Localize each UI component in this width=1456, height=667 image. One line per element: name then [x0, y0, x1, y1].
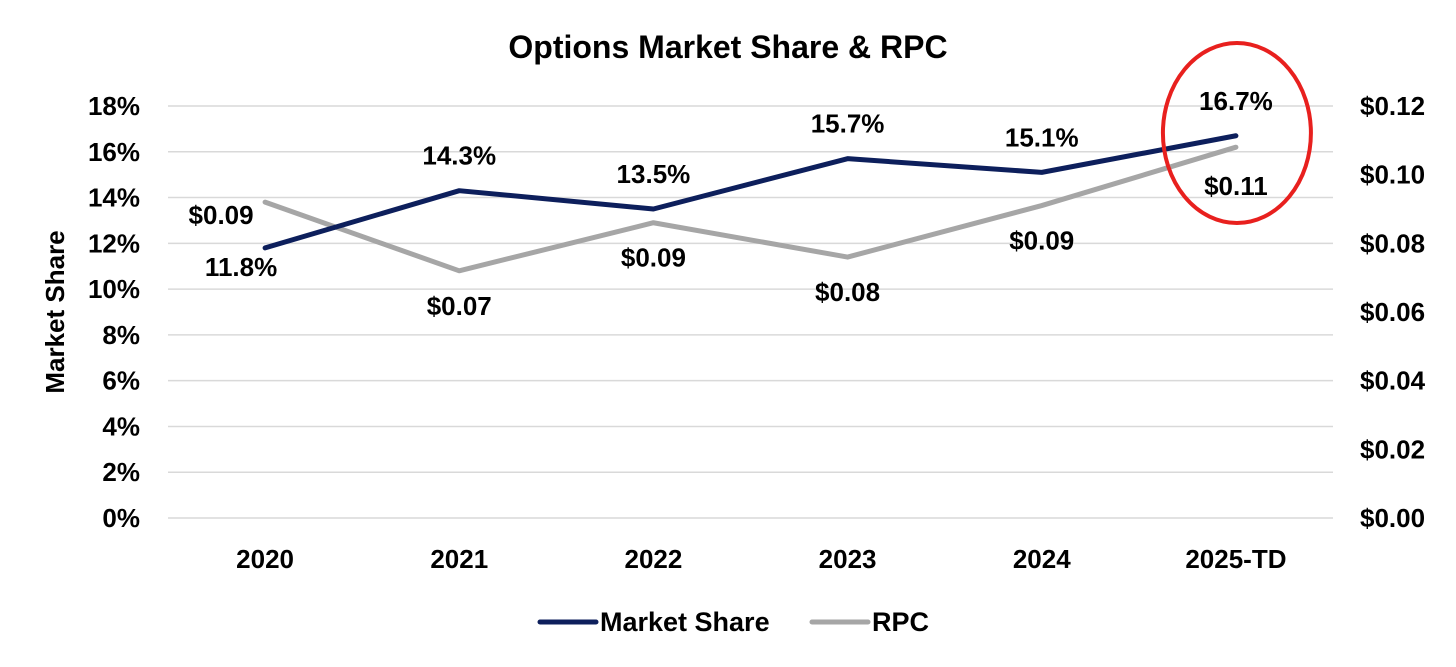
right-tick-label: $0.00 [1360, 503, 1425, 533]
x-tick-label: 2024 [1013, 544, 1071, 574]
data-label-rpc: $0.11 [1204, 171, 1268, 201]
highlight-layer [1160, 41, 1313, 225]
left-axis-ticks: 0% 2% 4% 6% 8% 10% 12% 14% 16% 18% [88, 91, 140, 533]
left-tick-label: 18% [88, 91, 140, 121]
right-tick-label: $0.08 [1360, 228, 1425, 258]
data-label-rpc: $0.09 [1009, 226, 1074, 256]
data-label-rpc: $0.08 [815, 277, 880, 307]
data-label-market-share: 14.3% [422, 141, 496, 171]
left-tick-label: 4% [102, 411, 140, 441]
left-tick-label: 16% [88, 137, 140, 167]
y-axis-label: Market Share [40, 230, 70, 393]
data-label-market-share: 15.7% [811, 109, 885, 139]
chart-title: Options Market Share & RPC [508, 29, 947, 65]
x-axis-ticks: 2020 2021 2022 2023 2024 2025-TD [236, 544, 1286, 574]
data-label-market-share: 13.5% [617, 159, 691, 189]
right-tick-label: $0.10 [1360, 160, 1425, 190]
left-tick-label: 2% [102, 457, 140, 487]
highlight-ellipse [1160, 41, 1313, 225]
x-tick-label: 2022 [624, 544, 682, 574]
x-tick-label: 2020 [236, 544, 294, 574]
right-tick-label: $0.12 [1360, 91, 1425, 121]
data-label-rpc: $0.09 [189, 200, 254, 230]
data-label-market-share: 16.7% [1199, 86, 1273, 116]
series-line-market-share [262, 133, 1239, 251]
left-tick-label: 0% [102, 503, 140, 533]
data-label-market-share: 15.1% [1005, 122, 1079, 152]
series-line-rpc [262, 144, 1239, 274]
left-tick-label: 8% [102, 320, 140, 350]
right-tick-label: $0.06 [1360, 297, 1425, 327]
right-tick-label: $0.04 [1360, 366, 1426, 396]
right-tick-label: $0.02 [1360, 434, 1425, 464]
series-layer [262, 133, 1239, 274]
data-label-rpc: $0.09 [621, 243, 686, 273]
x-tick-label: 2025-TD [1185, 544, 1286, 574]
x-tick-label: 2023 [819, 544, 877, 574]
left-tick-label: 6% [102, 366, 140, 396]
legend: Market Share RPC [537, 607, 929, 637]
left-tick-label: 14% [88, 183, 140, 213]
legend-label-market-share: Market Share [600, 607, 770, 637]
data-label-rpc: $0.07 [427, 291, 492, 321]
x-tick-label: 2021 [430, 544, 488, 574]
data-label-market-share: 11.8% [205, 252, 277, 282]
gridlines [168, 105, 1333, 519]
left-tick-label: 12% [88, 228, 140, 258]
legend-label-rpc: RPC [872, 607, 929, 637]
right-axis-ticks: $0.00 $0.02 $0.04 $0.06 $0.08 $0.10 $0.12 [1360, 91, 1426, 533]
data-labels: 11.8% 14.3% 13.5% 15.7% 15.1% 16.7% $0.09 $0.07… [189, 86, 1273, 321]
left-tick-label: 10% [88, 274, 140, 304]
